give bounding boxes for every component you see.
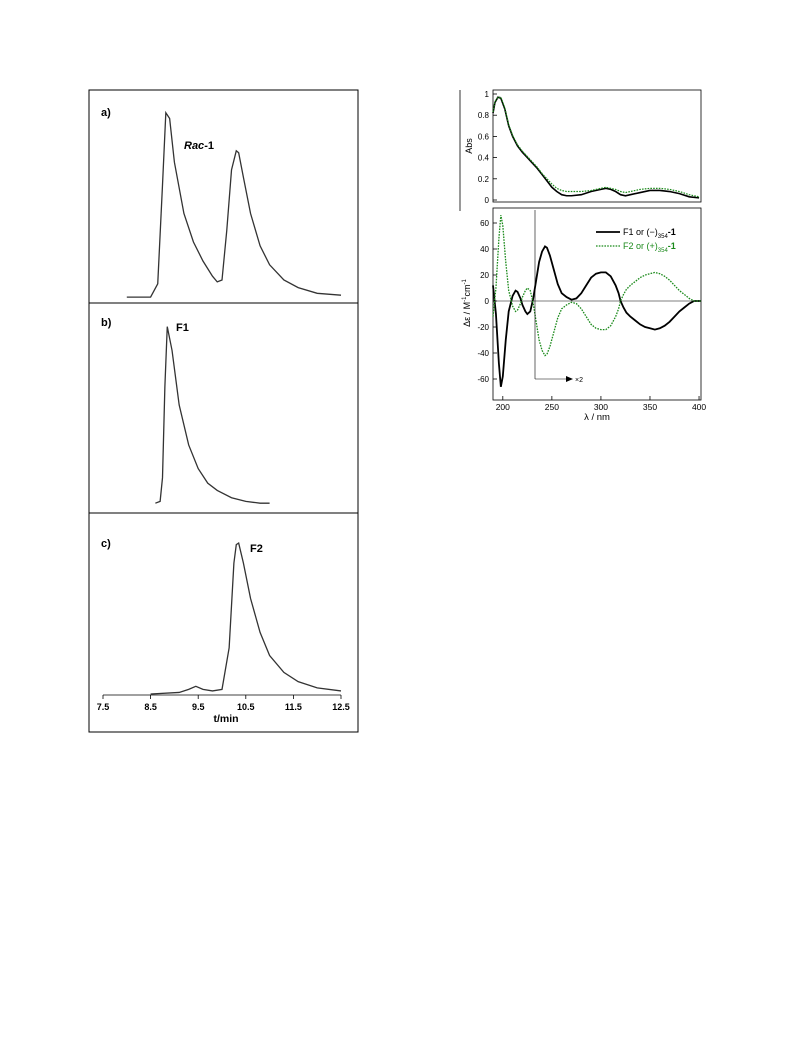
rac-1-label-text: Rac xyxy=(184,140,204,152)
legend-f1-sub: 354 xyxy=(658,234,669,240)
legend-f2-tail: -1 xyxy=(668,241,676,251)
cd-y-label: Δε / M-1cm-1 xyxy=(462,278,472,326)
time-tick-label-2: 9.5 xyxy=(192,702,205,712)
cd-xtick-label-1: 250 xyxy=(545,402,559,412)
panel-a-label: a) xyxy=(101,107,111,119)
cd-ytick-label-2: 20 xyxy=(480,271,489,280)
cd-ytick-label-0: 60 xyxy=(480,219,489,228)
legend-f2-label: F2 or (+)354-1 xyxy=(623,241,676,254)
abs-ytick-label-3: 0.6 xyxy=(478,132,490,141)
rac-1-label-num: -1 xyxy=(204,140,214,152)
chromatogram-figure: a) Rac-1 b) F1 c) F2 7.5 8.5 9.5 10.5 11.5 12… xyxy=(88,89,359,733)
time-tick-label-1: 8.5 xyxy=(144,702,157,712)
cd-xtick-label-0: 200 xyxy=(496,402,510,412)
cd-x-label: λ / nm xyxy=(584,412,610,423)
f2-peak-label: F2 xyxy=(250,543,263,555)
time-tick-label-0: 7.5 xyxy=(97,702,110,712)
time-axis-label: t/min xyxy=(213,713,238,725)
trace-f1 xyxy=(155,326,270,504)
rac-1-label: Rac-1 xyxy=(184,140,214,152)
absorption-y-ticks: 0 0.2 0.4 0.6 0.8 1 xyxy=(478,90,497,205)
abs-ytick-label-1: 0.2 xyxy=(478,175,490,184)
trace-rac-1 xyxy=(126,110,342,298)
time-tick-label-3: 10.5 xyxy=(237,702,255,712)
cd-x-ticks: 200 250 300 350 400 xyxy=(496,396,706,412)
time-axis-ticks: 7.5 8.5 9.5 10.5 11.5 12.5 xyxy=(97,695,350,712)
trace-f2 xyxy=(150,542,342,695)
legend-f2-main: F2 or (+) xyxy=(623,241,658,251)
legend-f1-tail: -1 xyxy=(668,227,676,237)
cd-ytick-label-1: 40 xyxy=(480,245,489,254)
time-tick-label-5: 12.5 xyxy=(332,702,350,712)
abs-ytick-label-5: 1 xyxy=(485,90,490,99)
f1-peak-label: F1 xyxy=(176,322,189,334)
cd-f2-line xyxy=(492,215,701,357)
cd-xtick-label-2: 300 xyxy=(594,402,608,412)
chromatogram-frame xyxy=(88,89,359,733)
cd-f1-line xyxy=(492,245,701,387)
abs-ytick-label-0: 0 xyxy=(485,196,490,205)
absorption-f1-line xyxy=(492,96,700,199)
cd-y-label-main: Δε / M xyxy=(462,302,472,327)
cd-ytick-label-4: -20 xyxy=(477,323,489,332)
cd-y-label-mid: cm xyxy=(462,284,472,296)
cd-ytick-label-6: -60 xyxy=(477,375,489,384)
absorption-frame xyxy=(492,89,702,203)
cd-ytick-label-3: 0 xyxy=(485,297,490,306)
time-tick-label-4: 11.5 xyxy=(285,702,302,712)
scale-marker-label: ×2 xyxy=(575,377,583,384)
legend-f2-sub: 354 xyxy=(658,248,669,254)
absorption-f2-line xyxy=(492,96,700,198)
legend-f1-label: F1 or (−)354-1 xyxy=(623,227,676,240)
cd-y-label-sup2: -1 xyxy=(462,278,468,284)
legend-f1-main: F1 or (−) xyxy=(623,227,658,237)
cd-xtick-label-3: 350 xyxy=(643,402,657,412)
panel-b-label: b) xyxy=(101,317,112,329)
absorption-y-label: Abs xyxy=(464,138,474,154)
cd-xtick-label-4: 400 xyxy=(692,402,706,412)
cd-ytick-label-5: -40 xyxy=(477,349,489,358)
abs-ytick-label-2: 0.4 xyxy=(478,154,490,163)
cd-y-label-sup1: -1 xyxy=(462,296,468,302)
abs-ytick-label-4: 0.8 xyxy=(478,111,490,120)
scale-marker-arrowhead xyxy=(566,376,573,382)
cd-y-ticks: 60 40 20 0 -20 -40 -60 xyxy=(477,219,497,384)
panel-c-label: c) xyxy=(101,538,111,550)
cd-frame xyxy=(492,207,702,401)
